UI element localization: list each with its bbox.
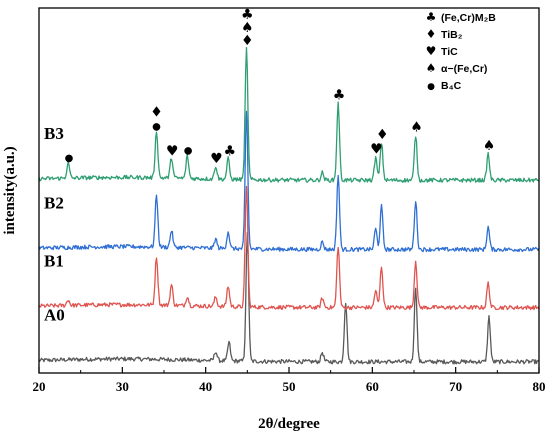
legend-entry: α−(Fe,Cr) <box>441 63 487 75</box>
series-B3: B3 <box>38 46 540 183</box>
series-B1: B1 <box>38 185 540 311</box>
series-line-B2 <box>38 110 540 253</box>
x-tick-label: 40 <box>199 379 212 394</box>
legend-entry: TiC <box>441 46 458 58</box>
series-label-A0: A0 <box>44 306 65 325</box>
legend-entry: TiB₂ <box>441 29 463 41</box>
series-layer: A0 B1 B2 B3 <box>38 46 540 365</box>
legend-symbol: ♥ <box>426 44 437 58</box>
series-line-B3 <box>38 46 540 183</box>
phase-marker: ♣ <box>241 7 254 23</box>
phase-marker: ♣ <box>333 87 346 103</box>
series-line-B1 <box>38 185 540 311</box>
series-label-B3: B3 <box>44 124 64 143</box>
phase-marker-layer: ●●♦♥ ● ♥ ♣♦♠♣♣♥♦ ♠♠ <box>65 7 496 167</box>
legend-symbol: ● <box>427 82 435 92</box>
legend-symbol: ♠ <box>426 61 437 75</box>
phase-marker: ● <box>65 153 74 164</box>
legend-symbol: ♣ <box>426 10 437 24</box>
series-label-B2: B2 <box>44 193 64 212</box>
phase-marker: ♦ <box>241 33 254 49</box>
phase-marker: ♥ <box>210 151 223 167</box>
legend: ♣ (Fe,Cr)M₂B ♦ TiB₂ ♥ TiC ♠ α−(Fe,Cr) ● B₄C <box>426 10 497 92</box>
x-axis-ticks: 20 30 40 50 60 70 80 <box>33 367 546 394</box>
x-tick-label: 30 <box>116 379 129 394</box>
series-A0: A0 <box>38 232 540 365</box>
x-tick-label: 70 <box>449 379 462 394</box>
phase-marker: ♥ <box>166 144 179 160</box>
legend-entry: B₄C <box>441 80 462 92</box>
series-B2: B2 <box>38 110 540 253</box>
x-tick-label: 80 <box>533 379 546 394</box>
y-axis-label: intensity(a.u.) <box>2 146 18 234</box>
phase-marker: ♠ <box>410 119 423 135</box>
x-tick-label: 20 <box>33 379 46 394</box>
phase-marker: ♥ <box>370 142 383 158</box>
series-line-A0 <box>38 232 540 365</box>
x-axis-label: 2θ/degree <box>258 416 320 432</box>
phase-marker: ♠ <box>483 138 496 154</box>
phase-marker: ● <box>184 146 193 157</box>
phase-marker: ♣ <box>224 144 237 160</box>
phase-marker: ♠ <box>241 20 254 36</box>
legend-symbol: ♦ <box>426 27 437 41</box>
x-tick-label: 50 <box>283 379 296 394</box>
x-tick-label: 60 <box>366 379 379 394</box>
phase-marker: ♦ <box>150 104 163 120</box>
phase-marker: ● <box>152 121 161 132</box>
legend-entry: (Fe,Cr)M₂B <box>441 12 496 24</box>
series-label-B1: B1 <box>44 251 64 270</box>
phase-marker: ♦ <box>376 127 389 143</box>
